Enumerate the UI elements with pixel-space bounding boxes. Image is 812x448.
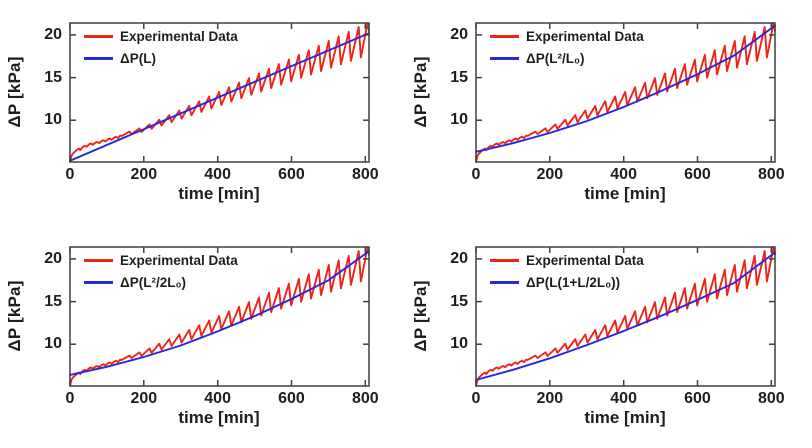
y-tick-label: 20 bbox=[450, 249, 468, 267]
legend-row: Experimental Data bbox=[490, 27, 644, 46]
legend-label-model: ΔP(L²/L₀) bbox=[526, 51, 585, 66]
x-tick-label: 600 bbox=[278, 166, 305, 183]
x-tick-label: 800 bbox=[757, 166, 785, 183]
y-tick-label: 10 bbox=[44, 335, 62, 353]
x-tick-label: 800 bbox=[351, 390, 379, 407]
plot-area bbox=[69, 246, 370, 387]
x-tick-label: 0 bbox=[471, 390, 481, 407]
subplot-bottom-right: ΔP [kPa] time [min] 0 200 400 600 800 10 15 20 … bbox=[406, 224, 812, 448]
legend-label-experimental: Experimental Data bbox=[526, 253, 644, 268]
legend: Experimental Data ΔP(L(1+L/2L₀)) bbox=[490, 251, 644, 292]
y-tick-label: 15 bbox=[44, 68, 62, 86]
legend-row: ΔP(L(1+L/2L₀)) bbox=[490, 273, 644, 292]
x-tick-label: 800 bbox=[757, 390, 785, 407]
legend-line-experimental-icon bbox=[84, 35, 113, 38]
legend-label-model: ΔP(L²/2L₀) bbox=[120, 275, 187, 290]
y-tick-label: 10 bbox=[450, 111, 468, 129]
subplot-bottom-left: ΔP [kPa] time [min] 0 200 400 600 800 10 15 20 … bbox=[0, 224, 406, 448]
y-tick-label: 20 bbox=[44, 25, 62, 43]
legend-row: Experimental Data bbox=[84, 251, 238, 270]
y-tick-label: 15 bbox=[450, 68, 468, 86]
legend-line-model-icon bbox=[84, 57, 113, 60]
legend-label-model: ΔP(L(1+L/2L₀)) bbox=[526, 275, 621, 290]
legend-line-experimental-icon bbox=[490, 35, 519, 38]
legend-row: Experimental Data bbox=[84, 27, 238, 46]
legend-row: Experimental Data bbox=[490, 251, 644, 270]
x-tick-label: 800 bbox=[351, 166, 379, 183]
y-tick-label: 10 bbox=[44, 111, 62, 129]
y-tick-label: 15 bbox=[450, 292, 468, 310]
legend: Experimental Data ΔP(L²/L₀) bbox=[490, 27, 644, 68]
legend-label-experimental: Experimental Data bbox=[120, 29, 238, 44]
x-tick-label: 0 bbox=[65, 390, 75, 407]
legend-line-model-icon bbox=[490, 281, 519, 284]
plot-area bbox=[475, 246, 776, 387]
x-tick-label: 400 bbox=[204, 390, 231, 407]
x-axis-label: time [min] bbox=[584, 408, 666, 427]
x-tick-label: 0 bbox=[471, 166, 481, 183]
x-axis-label: time [min] bbox=[178, 184, 260, 203]
x-tick-label: 400 bbox=[610, 390, 637, 407]
plot-area bbox=[69, 22, 370, 163]
subplot-top-left: ΔP [kPa] time [min] 0 200 400 600 800 10 15 20 … bbox=[0, 0, 406, 224]
x-tick-label: 200 bbox=[130, 166, 158, 183]
x-tick-label: 600 bbox=[278, 390, 305, 407]
x-tick-label: 200 bbox=[130, 390, 158, 407]
plot-area bbox=[475, 22, 776, 163]
legend: Experimental Data ΔP(L) bbox=[84, 27, 238, 68]
legend-label-model: ΔP(L) bbox=[120, 51, 156, 66]
legend-label-experimental: Experimental Data bbox=[120, 253, 238, 268]
y-tick-label: 20 bbox=[450, 25, 468, 43]
y-tick-label: 10 bbox=[450, 335, 468, 353]
legend: Experimental Data ΔP(L²/2L₀) bbox=[84, 251, 238, 292]
legend-line-model-icon bbox=[490, 57, 519, 60]
y-tick-label: 20 bbox=[44, 249, 62, 267]
legend-row: ΔP(L²/L₀) bbox=[490, 49, 644, 68]
legend-line-experimental-icon bbox=[84, 259, 113, 262]
legend-label-experimental: Experimental Data bbox=[526, 29, 644, 44]
legend-row: ΔP(L²/2L₀) bbox=[84, 273, 238, 292]
x-tick-label: 600 bbox=[684, 166, 711, 183]
x-tick-label: 200 bbox=[536, 390, 564, 407]
legend-line-experimental-icon bbox=[490, 259, 519, 262]
x-tick-label: 600 bbox=[684, 390, 711, 407]
legend-row: ΔP(L) bbox=[84, 49, 238, 68]
x-tick-label: 0 bbox=[65, 166, 75, 183]
x-tick-label: 400 bbox=[204, 166, 231, 183]
x-tick-label: 200 bbox=[536, 166, 564, 183]
x-tick-label: 400 bbox=[610, 166, 637, 183]
subplot-top-right: ΔP [kPa] time [min] 0 200 400 600 800 10 15 20 … bbox=[406, 0, 812, 224]
x-axis-label: time [min] bbox=[584, 184, 666, 203]
x-axis-label: time [min] bbox=[178, 408, 260, 427]
legend-line-model-icon bbox=[84, 281, 113, 284]
y-tick-label: 15 bbox=[44, 292, 62, 310]
